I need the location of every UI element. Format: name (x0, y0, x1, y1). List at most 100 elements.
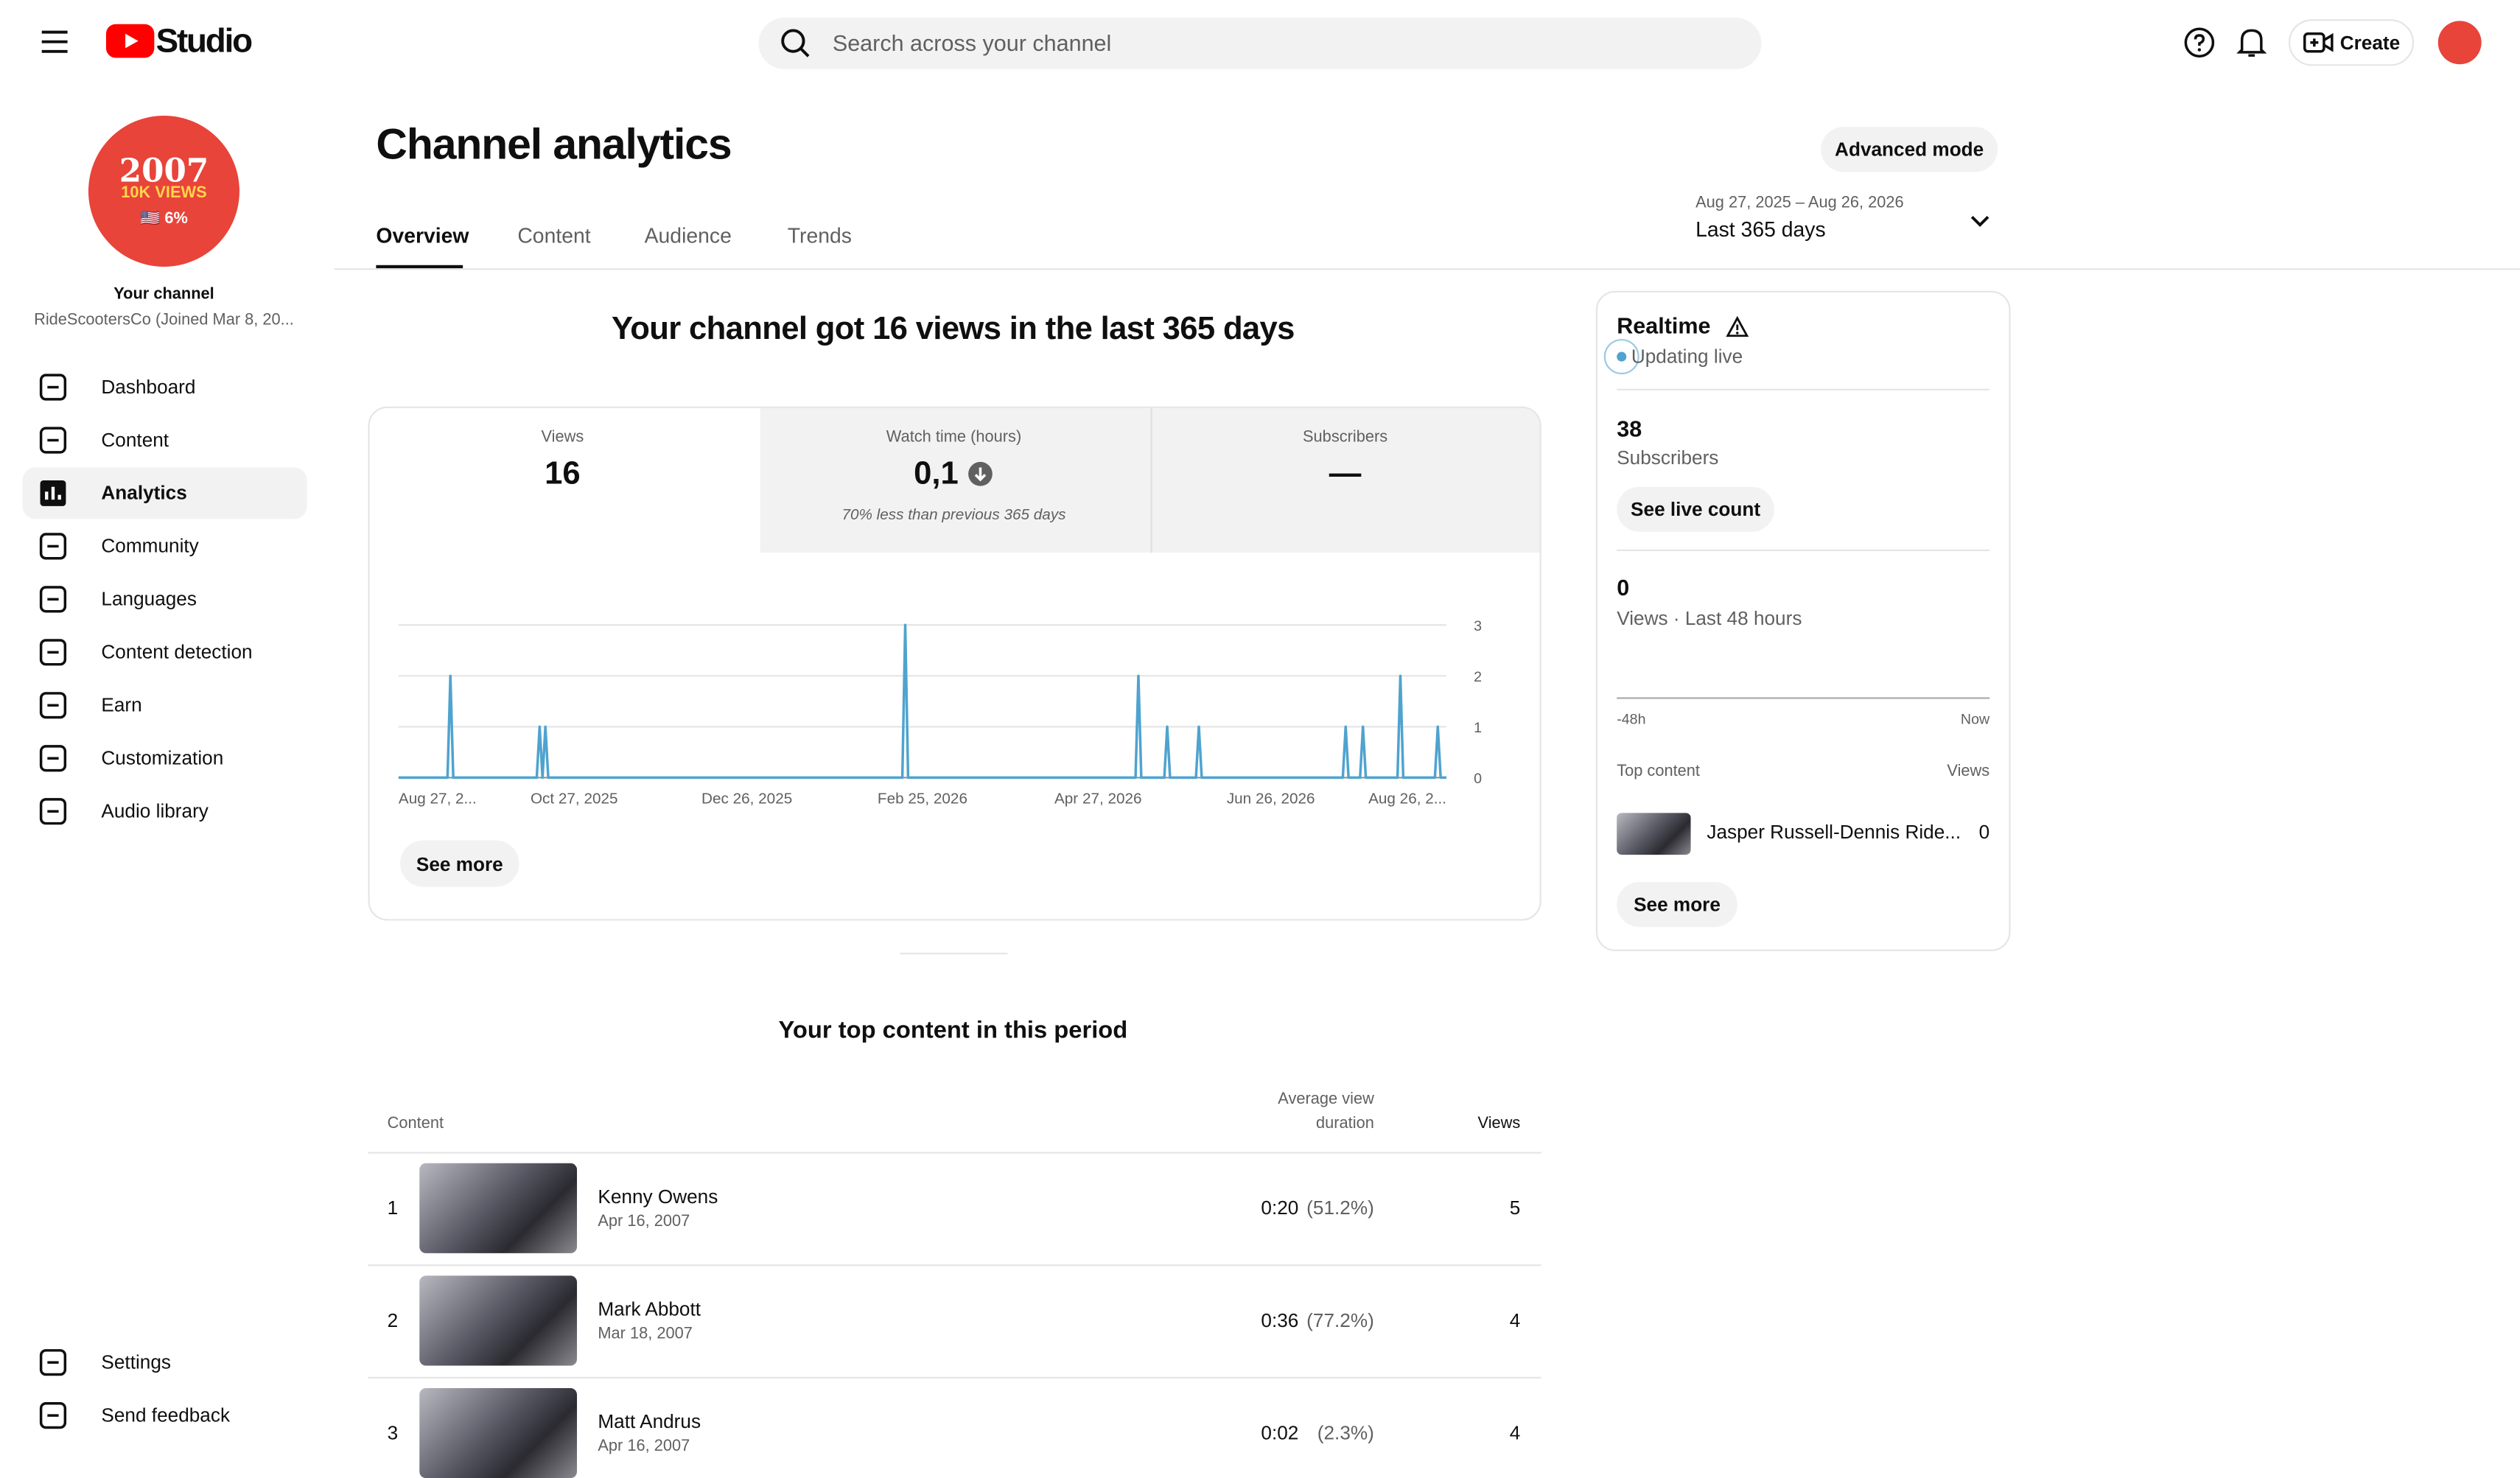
metric-label[interactable]: Views (541, 429, 584, 447)
channel-avatar[interactable] (88, 116, 239, 267)
row-thumbnail[interactable] (419, 1275, 578, 1366)
nav-icon[interactable] (38, 744, 67, 773)
date-range-label[interactable]: Last 365 days (1695, 217, 1826, 242)
top-content-title: Your top content in this period (778, 1017, 1128, 1045)
row-views: 4 (1509, 1309, 1521, 1332)
search-placeholder[interactable]: Search across your channel (832, 29, 1112, 56)
realtime-item-title[interactable]: Jasper Russell-Dennis Ride... (1707, 820, 1961, 844)
nav-icon[interactable] (38, 479, 67, 508)
tab[interactable]: Content (517, 223, 591, 248)
realtime-baseline (1617, 697, 1990, 699)
nav-icon[interactable] (38, 691, 67, 720)
help-icon[interactable] (2184, 27, 2215, 58)
logo-text[interactable]: Studio (155, 23, 253, 60)
search-icon[interactable] (781, 29, 810, 57)
overview-card (368, 406, 1541, 921)
realtime-status: Updating live (1631, 345, 1743, 368)
create-button[interactable] (2288, 19, 2415, 66)
logo-icon[interactable] (105, 24, 155, 58)
y-tick-label: 1 (1474, 720, 1482, 736)
channel-label: Your channel (113, 286, 214, 304)
row-views: 4 (1509, 1421, 1521, 1444)
notifications-icon[interactable] (2236, 27, 2267, 57)
x-tick-label: Dec 26, 2025 (701, 790, 792, 807)
create-label[interactable]: Create (2339, 32, 2401, 55)
create-icon[interactable] (2303, 32, 2334, 53)
tab[interactable]: Overview (376, 223, 469, 248)
date-range-dates[interactable]: Aug 27, 2025 – Aug 26, 2026 (1695, 194, 1904, 212)
row-divider (368, 1264, 1541, 1267)
realtime-views-column: Views (1947, 763, 1990, 781)
avatar-year: 2007 (119, 150, 209, 190)
x-tick-label: Oct 27, 2025 (531, 790, 618, 807)
realtime-see-more-label[interactable]: See more (1634, 893, 1721, 916)
nav-icon[interactable] (38, 638, 67, 667)
row-date: Apr 16, 2007 (598, 1213, 690, 1231)
y-tick-label: 2 (1474, 669, 1482, 685)
tab[interactable]: Audience (644, 223, 732, 248)
metric-value[interactable]: 16 (545, 456, 581, 492)
nav-item[interactable]: Community (101, 534, 199, 558)
advanced-mode-button[interactable]: Advanced mode (1821, 127, 1998, 172)
row-percent: (51.2%) (1306, 1197, 1374, 1219)
nav-footer-item[interactable]: Send feedback (101, 1404, 231, 1426)
tab[interactable]: Trends (787, 223, 852, 248)
row-percent: (77.2%) (1306, 1309, 1374, 1332)
nav-icon[interactable] (38, 426, 67, 455)
nav-item[interactable]: Content (101, 428, 169, 452)
nav-item[interactable]: Earn (101, 693, 142, 717)
metric-label[interactable]: Subscribers (1303, 429, 1388, 447)
metric-label[interactable]: Watch time (hours) (886, 429, 1022, 447)
row-views: 5 (1509, 1197, 1521, 1219)
row-duration: 0:20 (1261, 1197, 1299, 1219)
see-more-button[interactable]: See more (400, 840, 519, 887)
nav-icon[interactable] (38, 797, 67, 826)
nav-item[interactable]: Customization (101, 746, 224, 770)
realtime-subscribers-label: Subscribers (1617, 446, 1719, 469)
realtime-thumbnail[interactable] (1617, 813, 1691, 855)
nav-icon[interactable] (38, 585, 67, 614)
row-title[interactable]: Kenny Owens (598, 1185, 718, 1208)
date-range-chevron[interactable] (1970, 215, 1989, 228)
nav-icon[interactable] (38, 1401, 67, 1429)
realtime-views: 0 (1617, 574, 1630, 600)
row-percent: (2.3%) (1317, 1421, 1374, 1444)
realtime-axis-start: -48h (1617, 711, 1646, 727)
realtime-see-more-button[interactable]: See more (1617, 882, 1737, 928)
nav-item[interactable]: Content detection (101, 640, 253, 664)
tab-underline (376, 265, 463, 269)
nav-footer-item[interactable]: Settings (101, 1351, 171, 1374)
metric-value[interactable]: 0,1 (914, 456, 959, 492)
advanced-mode-label[interactable]: Advanced mode (1835, 138, 1984, 161)
account-avatar[interactable] (2437, 21, 2482, 65)
nav-item[interactable]: Dashboard (101, 375, 196, 399)
row-thumbnail[interactable] (419, 1163, 578, 1253)
row-title[interactable]: Mark Abbott (598, 1297, 701, 1321)
realtime-item-views: 0 (1978, 820, 1990, 844)
see-more-label[interactable]: See more (416, 852, 503, 875)
nav-item[interactable]: Languages (101, 587, 197, 611)
nav-icon[interactable] (38, 373, 67, 402)
row-date: Apr 16, 2007 (598, 1437, 690, 1456)
menu-icon[interactable] (41, 30, 68, 53)
nav-item[interactable]: Analytics (101, 481, 187, 505)
nav-item[interactable]: Audio library (101, 799, 209, 823)
nav-icon[interactable] (38, 532, 67, 561)
row-thumbnail[interactable] (419, 1388, 578, 1478)
channel-name: RideScootersCo (Joined Mar 8, 20... (34, 312, 294, 330)
tabs-divider (334, 268, 2520, 270)
column-views: Views (1477, 1115, 1521, 1133)
realtime-card (1595, 290, 2011, 951)
nav-icon[interactable] (38, 1348, 67, 1377)
nav-highlight (22, 467, 307, 519)
search-box[interactable] (758, 17, 1762, 69)
row-rank: 1 (387, 1197, 399, 1219)
metric-value[interactable]: — (1329, 456, 1362, 492)
see-live-count-label[interactable]: See live count (1631, 497, 1761, 521)
row-title[interactable]: Matt Andrus (598, 1410, 701, 1433)
see-live-count-button[interactable]: See live count (1617, 486, 1774, 532)
realtime-top-content-label: Top content (1617, 763, 1701, 781)
warning-icon[interactable] (1726, 315, 1749, 337)
